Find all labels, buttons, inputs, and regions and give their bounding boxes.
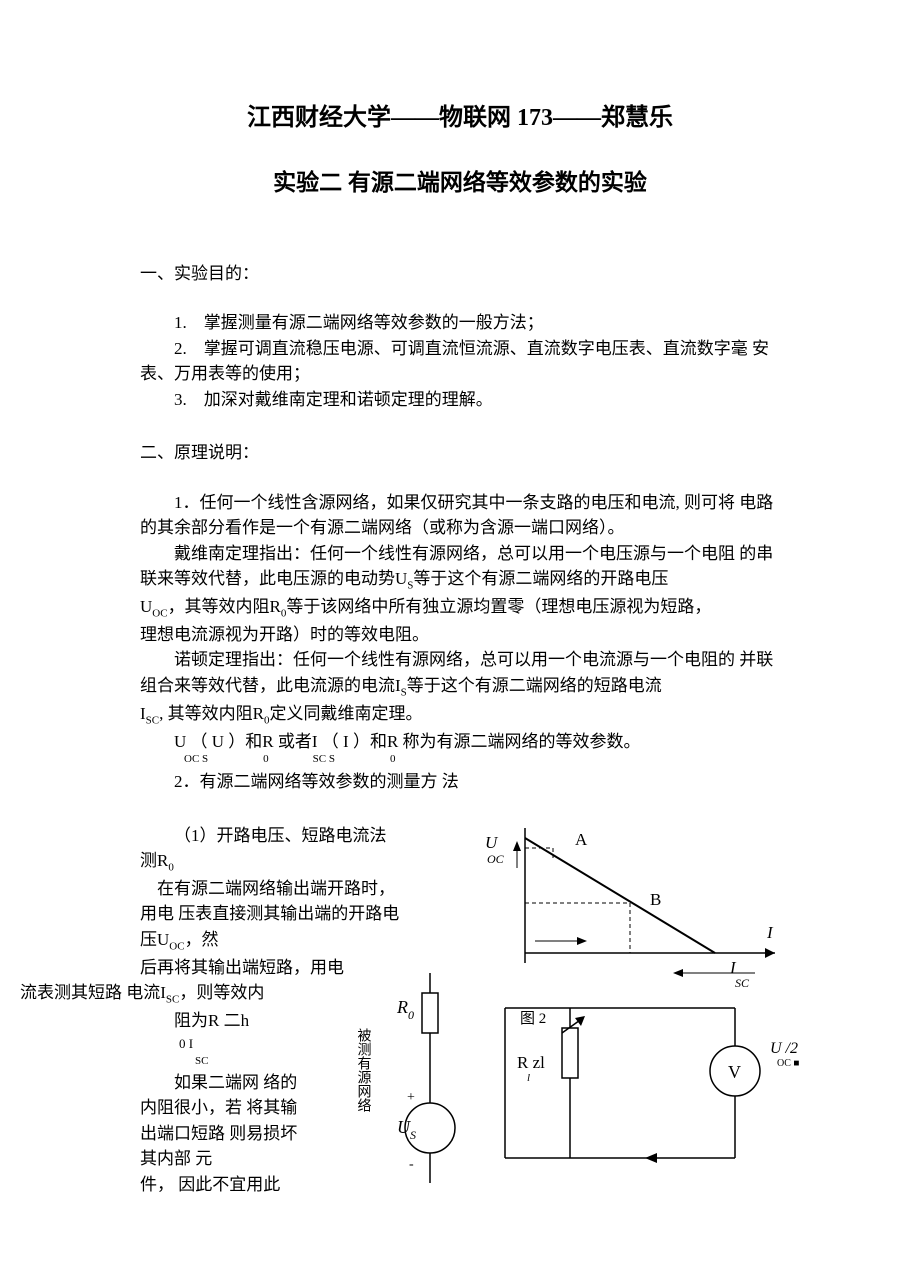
s2-p3a: 诺顿定理指出：任何一个线性有源网络，总可以用一个电流源与一个电阻的 并联组合来等… <box>140 647 780 700</box>
minus-sign: - <box>409 1157 414 1172</box>
p2b-pre: U <box>140 597 152 616</box>
sub-sc: SC <box>146 714 159 726</box>
i-label: I <box>766 923 774 942</box>
s2-p2a-end: 等于这个有源二端网络的开路电压 <box>413 569 668 588</box>
experiment-title: 实验二 有源二端网络等效参数的实验 <box>140 166 780 201</box>
p3a-end: 等于这个有源二端网络的短路电流 <box>407 676 662 695</box>
s2-p2a: 戴维南定理指出：任何一个线性有源网络，总可以用一个电压源与一个电阻 的串联来等效… <box>140 541 780 594</box>
p9: 如果二端网 络的内阻很小，若 将其输出端口短路 则易损坏其内部 元 <box>140 1070 300 1172</box>
figures-region: （1）开路电压、短路电流法测R0 在有源二端网络输出端开路时，用电 压表直接测其… <box>140 823 780 1193</box>
rzl-label: R zl <box>517 1053 545 1072</box>
u2-sub: OC ■ <box>777 1058 799 1069</box>
s1-item-3: 3. 加深对戴维南定理和诺顿定理的理解。 <box>140 387 780 413</box>
measurement-circuit: V 图 2 R zl l U /2 OC ■ <box>475 988 815 1188</box>
rzl-sub: l <box>527 1072 530 1084</box>
s2-p5: 2．有源二端网络等效参数的测量方 法 <box>140 769 780 795</box>
uoc-label: U <box>485 833 499 852</box>
p3b-mid: , 其等效内阻R <box>159 704 264 723</box>
section-2-heading: 二、原理说明： <box>140 440 780 466</box>
s1-item-1: 1. 掌握测量有源二端网络等效参数的一般方法； <box>140 310 780 336</box>
vertical-label: 被测有源网络 <box>356 1028 372 1112</box>
plus-sign: + <box>407 1090 415 1105</box>
p6-text: （1）开路电压、短路电流法测R <box>140 826 387 871</box>
u2-label: U /2 <box>770 1040 798 1057</box>
s1-item-2: 2. 掌握可调直流稳压电源、可调直流恒流源、直流数字电压表、直流数字毫 安表、万… <box>140 336 780 387</box>
sub-oc: OC <box>152 607 167 619</box>
s2-p2c: 理想电流源视为开路）时的等效电阻。 <box>140 622 780 648</box>
section-1: 一、实验目的： 1. 掌握测量有源二端网络等效参数的一般方法； 2. 掌握可调直… <box>140 261 780 413</box>
fig2-label: 图 2 <box>520 1010 546 1027</box>
p7-sub: OC <box>169 940 184 952</box>
p7b-sub: SC <box>166 994 179 1006</box>
s2-p4: U （ U ）和R 或者I （ I ）和R 称为有源二端网络的等效参数。 <box>140 729 780 755</box>
p8b-text: 0 I <box>179 1036 193 1051</box>
p6: （1）开路电压、短路电流法测R0 <box>140 823 400 876</box>
p3b-end: 定义同戴维南定理。 <box>269 704 422 723</box>
p6-sub: 0 <box>168 861 174 873</box>
section-2: 二、原理说明： 1．任何一个线性含源网络，如果仅研究其中一条支路的电压和电流, … <box>140 440 780 795</box>
ui-graph: U OC A B I I SC <box>475 823 785 998</box>
section-1-heading: 一、实验目的： <box>140 261 780 287</box>
s2-p1: 1．任何一个线性含源网络，如果仅研究其中一条支路的电压和电流, 则可将 电路的其… <box>140 490 780 541</box>
p2b-end: 等于该网络中所有独立源均置零（理想电压源视为短路， <box>286 597 711 616</box>
institution-line: 江西财经大学——物联网 173——郑慧乐 <box>140 100 780 136</box>
p7-end: ，然 <box>185 930 219 949</box>
uoc-sub: OC <box>487 852 505 866</box>
p7: 在有源二端网络输出端开路时，用电 压表直接测其输出端的开路电压UOC，然 <box>140 876 400 955</box>
a-label: A <box>575 830 588 849</box>
r0-label: R0 <box>396 997 414 1022</box>
p7b: 后再将其输出端短路，用电流表测其短路 电流ISC，则等效内 <box>20 955 360 1008</box>
s2-p4-sub: OC S 0 SC S 0 <box>140 754 780 765</box>
p2b-mid: ，其等效内阻R <box>168 597 281 616</box>
p7b-end: ，则等效内 <box>179 983 264 1002</box>
s2-p2b: UOC，其等效内阻R0等于该网络中所有独立源均置零（理想电压源视为短路， <box>140 594 780 622</box>
r0-circuit-diagram: 被测有源网络 R0 US + - <box>355 973 485 1203</box>
p7-text: 在有源二端网络输出端开路时，用电 压表直接测其输出端的开路电压U <box>140 879 399 949</box>
s2-p3b: ISC, 其等效内阻R0定义同戴维南定理。 <box>140 701 780 729</box>
v-label: V <box>728 1062 741 1082</box>
isc-label: I <box>729 958 737 977</box>
b-label: B <box>650 890 661 909</box>
